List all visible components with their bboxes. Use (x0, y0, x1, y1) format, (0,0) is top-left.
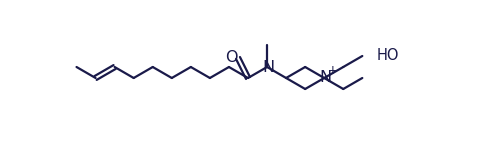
Text: N: N (319, 70, 331, 86)
Text: HO: HO (376, 48, 399, 64)
Text: N: N (262, 59, 274, 75)
Text: +: + (327, 65, 337, 77)
Text: O: O (225, 49, 237, 65)
